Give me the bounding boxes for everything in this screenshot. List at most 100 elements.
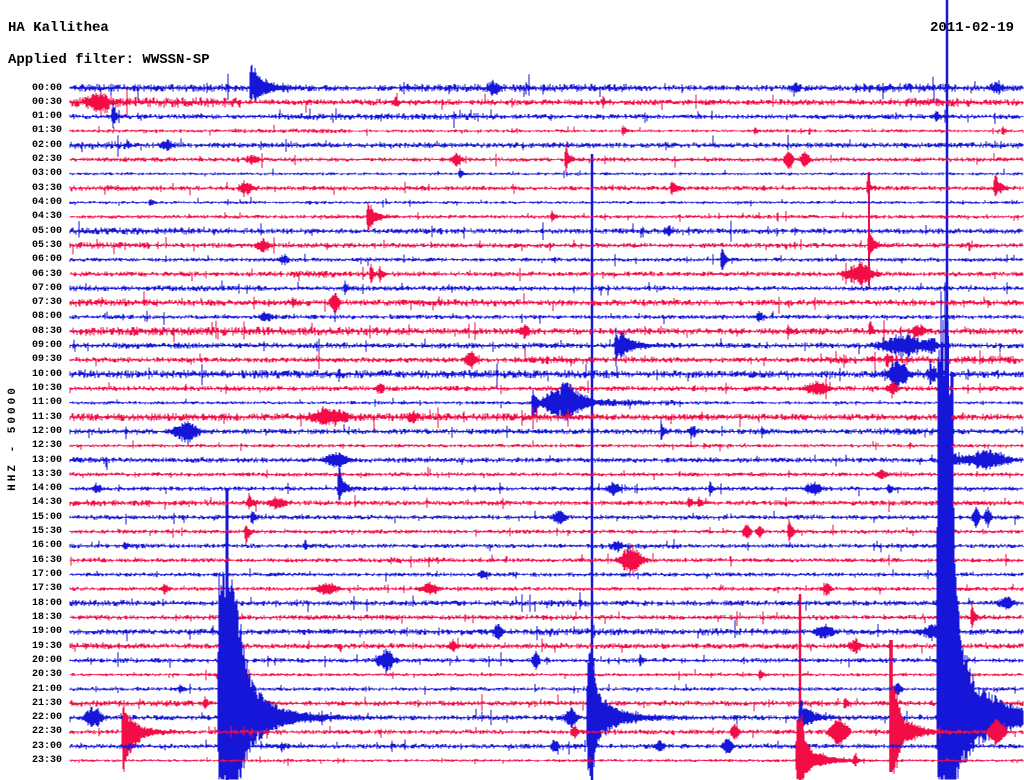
time-label-03:30: 03:30 [31,182,62,194]
time-label-18:00: 18:00 [31,597,62,609]
time-label-12:00: 12:00 [31,425,62,437]
trace-row-14:30 [69,492,1024,512]
trace-row-05:30 [69,228,1024,258]
trace-row-00:30 [69,88,1024,118]
trace-row-02:30 [69,144,1024,173]
trace-row-16:30 [69,544,1024,578]
trace-row-07:00 [69,280,1024,296]
trace-row-23:00 [69,738,1024,755]
time-label-22:00: 22:00 [31,712,62,724]
time-label-06:00: 06:00 [31,254,62,266]
time-label-06:30: 06:30 [31,268,62,280]
trace-row-16:00 [69,539,1024,554]
trace-row-10:00 [69,359,1024,390]
trace-row-10:30 [69,378,1024,400]
time-label-19:30: 19:30 [31,640,62,652]
trace-row-08:30 [69,320,1024,343]
record-date: 2011-02-19 [929,20,1014,36]
trace-row-11:00 [69,382,1024,430]
station-title: HA Kallithea [8,20,109,36]
trace-row-14:00 [69,465,1024,501]
trace-row-18:00 [69,592,1024,613]
trace-row-19:00 [69,620,1024,646]
time-label-03:00: 03:00 [31,168,62,180]
time-label-21:30: 21:30 [31,697,62,709]
trace-row-01:30 [69,124,1024,136]
time-label-16:00: 16:00 [31,540,62,552]
time-label-20:00: 20:00 [31,654,62,666]
time-label-14:30: 14:30 [31,497,62,509]
trace-row-00:00 [69,64,1024,103]
trace-row-04:00 [69,196,1024,208]
trace-row-22:30 [69,685,1024,774]
trace-row-21:00 [69,682,1024,695]
time-label-02:30: 02:30 [31,154,62,166]
time-label-04:30: 04:30 [31,211,62,223]
trace-row-06:30 [69,261,1024,287]
time-label-02:00: 02:00 [31,139,62,151]
time-label-23:00: 23:00 [31,740,62,752]
time-label-13:00: 13:00 [31,454,62,466]
trace-row-21:30 [69,694,1024,712]
time-label-14:00: 14:00 [31,483,62,495]
trace-row-03:00 [69,168,1024,179]
time-label-05:30: 05:30 [31,239,62,251]
trace-row-06:00 [69,248,1024,270]
trace-row-13:30 [69,466,1024,480]
trace-row-09:00 [69,327,1024,367]
trace-row-09:30 [69,350,1024,372]
trace-row-12:30 [69,440,1024,452]
time-label-10:00: 10:00 [31,368,62,380]
trace-row-13:00 [69,449,1024,471]
time-label-19:00: 19:00 [31,626,62,638]
time-label-16:30: 16:30 [31,554,62,566]
time-label-17:30: 17:30 [31,583,62,595]
time-label-07:30: 07:30 [31,297,62,309]
time-label-13:30: 13:30 [31,468,62,480]
trace-row-17:00 [69,568,1024,582]
trace-row-05:00 [69,220,1024,242]
trace-row-08:00 [69,310,1024,325]
time-label-22:30: 22:30 [31,726,62,738]
time-label-17:00: 17:00 [31,569,62,581]
trace-row-07:30 [69,291,1024,314]
time-label-15:00: 15:00 [31,511,62,523]
time-label-10:30: 10:30 [31,383,62,394]
time-label-09:30: 09:30 [31,354,62,366]
trace-row-01:00 [69,103,1024,129]
time-label-11:30: 11:30 [31,411,62,423]
time-label-18:30: 18:30 [31,611,62,623]
time-label-05:00: 05:00 [31,225,62,237]
applied-filter-label: Applied filter: WWSSN-SP [8,52,210,68]
trace-row-19:30 [69,637,1024,655]
trace-row-02:00 [69,134,1024,157]
trace-row-15:30 [69,518,1024,546]
trace-row-17:30 [69,581,1024,596]
time-label-08:00: 08:00 [31,311,62,323]
trace-row-23:30 [69,714,1024,780]
time-label-07:00: 07:00 [31,282,62,294]
time-label-23:30: 23:30 [31,755,62,767]
time-label-04:00: 04:00 [31,196,62,208]
time-label-01:00: 01:00 [31,111,62,123]
time-label-21:00: 21:00 [31,683,62,695]
time-label-12:30: 12:30 [31,440,62,452]
trace-row-15:00 [69,506,1024,528]
time-label-08:30: 08:30 [31,325,62,337]
trace-row-03:30 [69,173,1024,197]
trace-row-20:00 [69,648,1024,674]
trace-row-18:30 [69,602,1024,629]
time-label-09:00: 09:00 [31,340,62,352]
trace-row-12:00 [69,420,1024,446]
time-label-01:30: 01:30 [31,125,62,137]
trace-row-11:30 [69,406,1024,431]
time-label-00:30: 00:30 [31,96,62,108]
trace-row-22:00 [69,282,1024,780]
trace-row-04:30 [69,203,1024,231]
time-label-20:30: 20:30 [31,669,62,681]
time-label-00:00: 00:00 [31,82,62,94]
trace-row-20:30 [69,669,1024,681]
time-label-15:30: 15:30 [31,526,62,538]
time-label-11:00: 11:00 [31,397,62,409]
